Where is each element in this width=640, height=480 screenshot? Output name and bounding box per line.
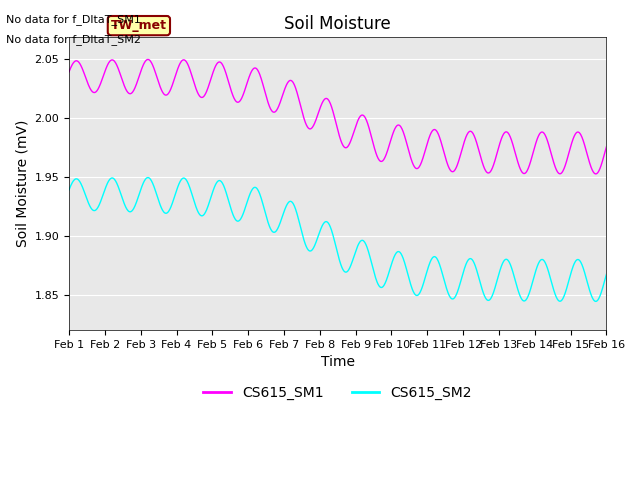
CS615_SM2: [592, 299, 600, 304]
CS615_SM2: [305, 247, 312, 253]
CS615_SM1: [129, 89, 136, 95]
CS615_SM1: [294, 91, 301, 96]
CS615_SM2: [314, 233, 322, 239]
Text: No data for f_DltaT_SM1: No data for f_DltaT_SM1: [6, 14, 141, 25]
CS615_SM1: [371, 148, 379, 154]
Text: TW_met: TW_met: [111, 19, 167, 32]
CS615_SM2: [107, 176, 115, 181]
CS615_SM1: [305, 125, 312, 131]
Line: CS615_SM2: CS615_SM2: [69, 178, 607, 301]
CS615_SM2: [371, 274, 379, 279]
Line: CS615_SM1: CS615_SM1: [69, 60, 607, 174]
CS615_SM1: [314, 110, 322, 116]
CS615_SM1: [603, 144, 611, 150]
CS615_SM1: [144, 57, 152, 62]
CS615_SM1: [592, 171, 600, 177]
CS615_SM2: [603, 271, 611, 277]
CS615_SM2: [129, 207, 136, 213]
CS615_SM2: [65, 187, 73, 193]
Legend: CS615_SM1, CS615_SM2: CS615_SM1, CS615_SM2: [198, 380, 477, 405]
CS615_SM1: [107, 58, 115, 63]
CS615_SM2: [294, 212, 301, 218]
CS615_SM2: [144, 175, 152, 180]
X-axis label: Time: Time: [321, 355, 355, 369]
Text: No data for f_DltaT_SM2: No data for f_DltaT_SM2: [6, 34, 141, 45]
Title: Soil Moisture: Soil Moisture: [284, 15, 391, 33]
Y-axis label: Soil Moisture (mV): Soil Moisture (mV): [15, 120, 29, 247]
CS615_SM1: [65, 69, 73, 75]
